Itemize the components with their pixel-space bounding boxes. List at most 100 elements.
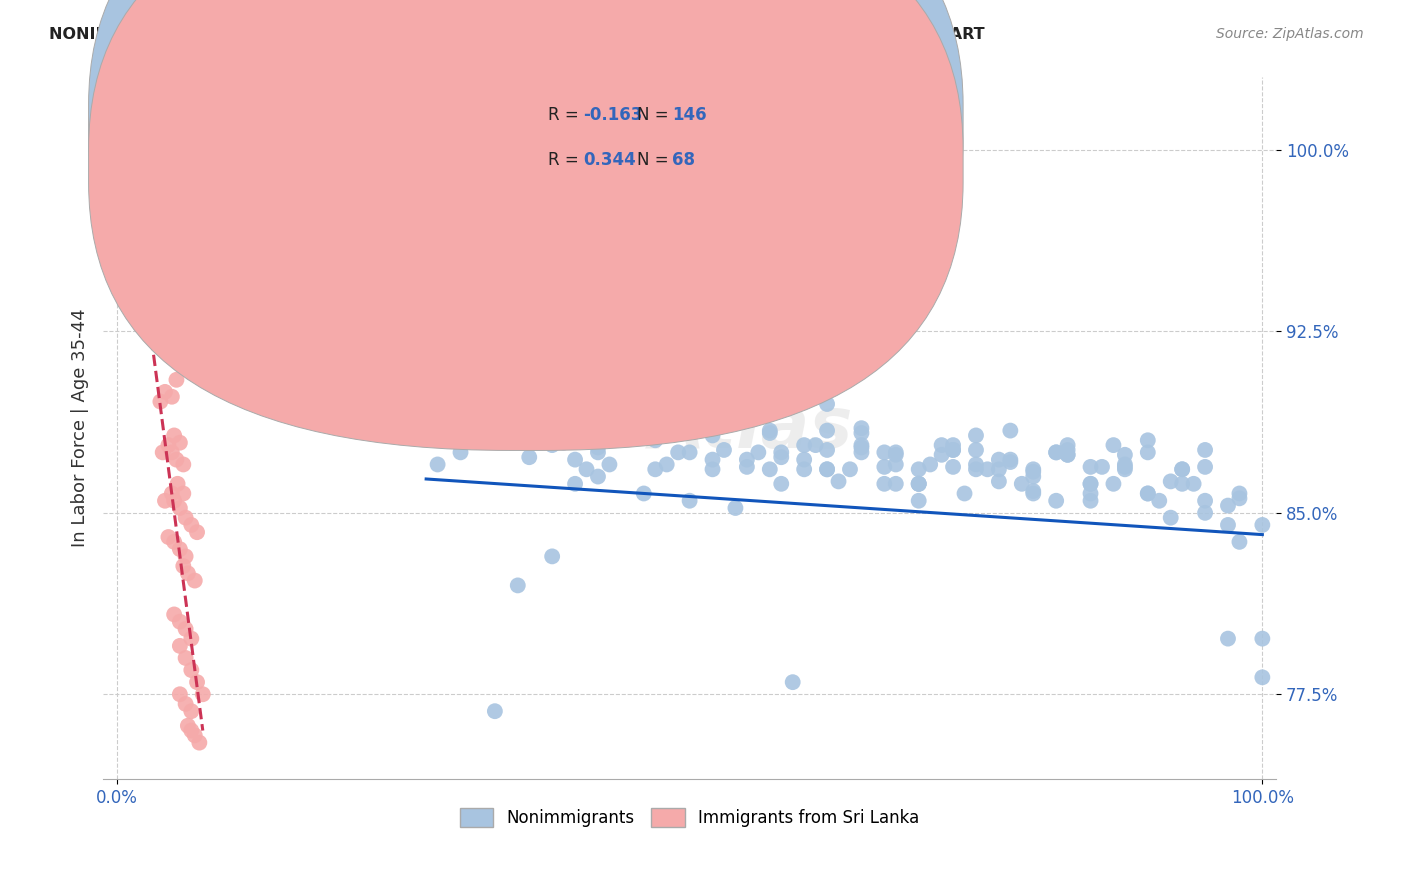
Point	[851, 438, 873, 452]
Point	[655, 458, 678, 472]
Point	[174, 697, 197, 711]
Point	[1251, 632, 1274, 646]
Point	[157, 530, 180, 544]
Point	[541, 549, 564, 564]
Point	[1194, 506, 1216, 520]
Point	[851, 425, 873, 440]
Point	[815, 462, 838, 476]
Point	[180, 517, 202, 532]
Point	[149, 394, 172, 409]
Point	[134, 140, 156, 154]
Point	[1136, 486, 1159, 500]
Point	[1022, 462, 1045, 476]
Point	[146, 240, 169, 254]
Point	[152, 445, 174, 459]
Point	[160, 390, 183, 404]
Point	[163, 493, 186, 508]
Point	[1136, 486, 1159, 500]
Point	[586, 441, 609, 455]
Point	[180, 663, 202, 677]
Point	[1080, 486, 1102, 500]
Point	[180, 632, 202, 646]
Point	[575, 462, 598, 476]
Text: N =: N =	[637, 151, 673, 169]
Point	[1022, 484, 1045, 499]
Point	[678, 493, 700, 508]
Point	[1080, 476, 1102, 491]
Point	[128, 220, 150, 235]
Point	[553, 435, 575, 450]
Point	[172, 559, 194, 574]
Point	[1000, 424, 1022, 438]
Point	[138, 148, 160, 162]
Point	[907, 476, 929, 491]
Point	[804, 438, 827, 452]
Point	[1194, 459, 1216, 474]
Text: R =: R =	[548, 106, 585, 124]
Point	[815, 462, 838, 476]
Point	[621, 401, 644, 416]
Point	[153, 298, 176, 312]
Point	[942, 459, 965, 474]
Point	[793, 438, 815, 452]
Point	[873, 445, 896, 459]
Point	[1022, 469, 1045, 483]
Point	[586, 312, 609, 326]
Point	[1091, 459, 1114, 474]
Point	[644, 434, 666, 448]
Point	[174, 549, 197, 564]
Point	[131, 153, 153, 167]
Point	[1045, 493, 1067, 508]
Point	[1149, 493, 1171, 508]
Point	[1056, 438, 1078, 452]
Point	[1229, 486, 1251, 500]
Point	[1136, 434, 1159, 448]
Text: NONIMMIGRANTS VS IMMIGRANTS FROM SRI LANKA IN LABOR FORCE | AGE 35-44 CORRELATIO: NONIMMIGRANTS VS IMMIGRANTS FROM SRI LAN…	[49, 27, 984, 43]
Point	[517, 428, 540, 442]
Point	[163, 534, 186, 549]
Point	[1229, 534, 1251, 549]
Point	[177, 719, 200, 733]
Point	[484, 704, 506, 718]
Point	[884, 458, 907, 472]
Point	[987, 475, 1010, 489]
Point	[884, 445, 907, 459]
Point	[165, 373, 187, 387]
Point	[1056, 448, 1078, 462]
Point	[1056, 448, 1078, 462]
Point	[644, 462, 666, 476]
Point	[169, 501, 191, 516]
Point	[770, 450, 793, 465]
Point	[506, 425, 529, 440]
Point	[942, 442, 965, 457]
Point	[1045, 445, 1067, 459]
Point	[965, 462, 987, 476]
Point	[157, 438, 180, 452]
Point	[1080, 493, 1102, 508]
Point	[1114, 459, 1136, 474]
Point	[160, 486, 183, 500]
Point	[655, 360, 678, 375]
Point	[134, 211, 156, 225]
Point	[633, 486, 655, 500]
Point	[184, 728, 207, 742]
Point	[184, 574, 207, 588]
Text: 0.344: 0.344	[583, 151, 637, 169]
Point	[160, 445, 183, 459]
Point	[965, 428, 987, 442]
Point	[163, 607, 186, 622]
Point	[564, 452, 586, 467]
Point	[873, 459, 896, 474]
Point	[122, 235, 145, 249]
Point	[851, 421, 873, 435]
Point	[1216, 632, 1239, 646]
Point	[169, 542, 191, 557]
Point	[770, 445, 793, 459]
Point	[666, 445, 689, 459]
Point	[735, 459, 758, 474]
Point	[450, 445, 472, 459]
Point	[1136, 445, 1159, 459]
Point	[1000, 452, 1022, 467]
Point	[426, 458, 449, 472]
Point	[169, 639, 191, 653]
